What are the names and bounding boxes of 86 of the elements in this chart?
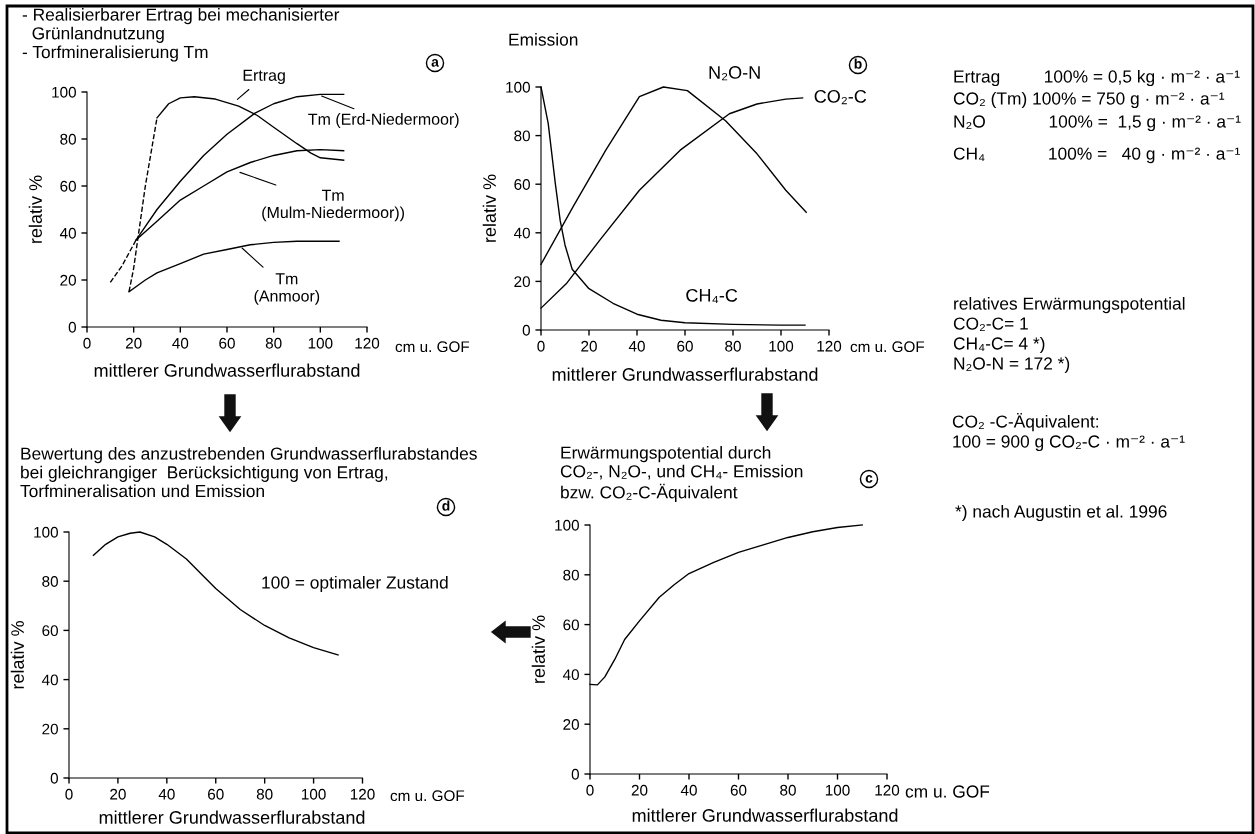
text: cm u. GOF <box>850 341 925 353</box>
x-tick-label: 20 <box>110 788 126 800</box>
y-tick-label: 100 <box>555 519 579 531</box>
y-tick-label: 40 <box>41 674 58 686</box>
annotation: Tm (Anmoor) <box>254 273 320 305</box>
y-axis-title: relativ % <box>531 615 545 683</box>
x-tick-label: 40 <box>628 340 645 352</box>
y-tick-label: 20 <box>42 723 58 735</box>
y-tick-label: 80 <box>60 133 76 145</box>
x-tick-label: 80 <box>256 788 273 800</box>
y-tick-label: 20 <box>514 276 530 288</box>
y-tick-label: 60 <box>60 180 76 192</box>
y-tick-label: 0 <box>68 321 76 333</box>
text: CO₂ -C-Äquivalent: 100 = 900 g CO₂-C · m⁻² · a⁻¹ <box>952 413 1185 452</box>
x-tick-label: 80 <box>265 337 282 349</box>
text: a <box>431 59 439 67</box>
text: *) nach Augustin et al. 1996 <box>955 504 1167 522</box>
y-tick-label: 100 <box>506 81 530 93</box>
x-tick-label: 40 <box>158 788 175 800</box>
chart-title: Bewertung des anzustrebenden Grundwasserflurabstandes bei gleichrangiger Berücksichtigung von Ertrag, Torfmineralisation und Emission <box>20 447 477 498</box>
x-tick-label: 60 <box>208 788 224 800</box>
text: Ertrag 100% = 0,5 kg · m⁻² · a⁻¹ <box>954 69 1240 87</box>
x-tick-label: 40 <box>172 337 189 349</box>
y-tick-label: 0 <box>50 772 58 784</box>
chart-title: Erwärmungspotential durch CO₂-, N₂O-, und CH₄- Emission bzw. CO₂-C-Äquivalent <box>560 446 803 502</box>
y-tick-label: 0 <box>522 324 530 336</box>
text: CH₄ 100% = 40 g · m⁻² · a⁻¹ <box>953 147 1240 164</box>
text: c <box>865 475 873 483</box>
text: d <box>442 500 450 511</box>
text: cm u. GOF <box>390 790 465 802</box>
y-tick-label: 100 <box>34 526 58 538</box>
x-tick-label: 0 <box>586 784 594 796</box>
y-tick-label: 60 <box>563 619 579 631</box>
x-tick-label: 100 <box>308 337 333 349</box>
text: cm u. GOF <box>905 785 990 798</box>
y-tick-label: 0 <box>571 768 579 780</box>
chart-title: - Realisierbarer Ertrag bei mechanisierter Grünlandnutzung - Torfmineralisierung Tm <box>22 8 340 62</box>
x-tick-label: 100 <box>825 784 850 796</box>
x-tick-label: 100 <box>302 788 326 800</box>
annotation: Tm (Mulm-Niedermoor)) <box>262 189 404 222</box>
annotation: CH₄-C <box>686 288 738 304</box>
text: cm u. GOF <box>395 341 470 353</box>
y-axis-title: relativ % <box>28 175 42 243</box>
x-axis-title: mittlerer Grundwasserflurabstand <box>552 367 818 381</box>
x-tick-label: 0 <box>537 340 545 352</box>
y-axis-title: relativ % <box>10 621 24 689</box>
annotation: Ertrag <box>243 69 285 85</box>
x-tick-label: 120 <box>350 788 375 800</box>
y-axis-title: relativ % <box>482 174 496 242</box>
y-tick-label: 60 <box>514 179 530 190</box>
y-tick-label: 100 <box>52 86 76 98</box>
annotation: N₂O-N <box>709 66 760 81</box>
y-tick-label: 40 <box>562 669 579 681</box>
y-tick-label: 60 <box>42 625 58 637</box>
y-tick-label: 80 <box>563 569 579 581</box>
y-tick-label: 80 <box>514 130 530 142</box>
x-axis-title: mittlerer Grundwasserflurabstand <box>99 810 365 824</box>
annotation: 100 = optimaler Zustand <box>262 575 448 593</box>
x-tick-label: 120 <box>817 340 842 352</box>
x-tick-label: 120 <box>355 337 380 349</box>
x-tick-label: 0 <box>83 337 91 349</box>
y-tick-label: 80 <box>42 576 58 587</box>
x-tick-label: 80 <box>780 784 796 796</box>
x-axis-title: mittlerer Grundwasserflurabstand <box>632 808 898 822</box>
y-tick-label: 20 <box>60 274 76 286</box>
y-tick-label: 40 <box>513 227 530 239</box>
y-tick-label: 20 <box>563 719 579 730</box>
x-tick-label: 40 <box>680 784 697 796</box>
x-tick-label: 20 <box>631 784 648 796</box>
x-tick-label: 20 <box>581 340 597 352</box>
annotation: CO₂-C <box>814 90 867 105</box>
x-tick-label: 80 <box>725 340 741 352</box>
text: N₂O 100% = 1,5 g · m⁻² · a⁻¹ <box>954 115 1241 132</box>
x-tick-label: 60 <box>219 337 235 349</box>
text: b <box>854 58 862 69</box>
y-tick-label: 40 <box>59 227 76 239</box>
annotation: Tm (Erd-Niedermoor) <box>308 113 459 128</box>
x-tick-label: 60 <box>730 784 747 796</box>
x-axis-title: mittlerer Grundwasserflurabstand <box>94 363 360 377</box>
text: CO₂ (Tm) 100% = 750 g · m⁻² · a⁻¹ <box>953 91 1225 109</box>
chart-title: Emission <box>509 33 578 46</box>
x-tick-label: 100 <box>769 340 794 352</box>
x-tick-label: 120 <box>875 784 900 796</box>
x-tick-label: 60 <box>677 340 693 352</box>
x-tick-label: 20 <box>125 337 142 349</box>
text: relatives Erwärmungspotential CO₂-C= 1 CH₄-C= 4 *) N₂O-N = 172 *) <box>953 297 1185 374</box>
